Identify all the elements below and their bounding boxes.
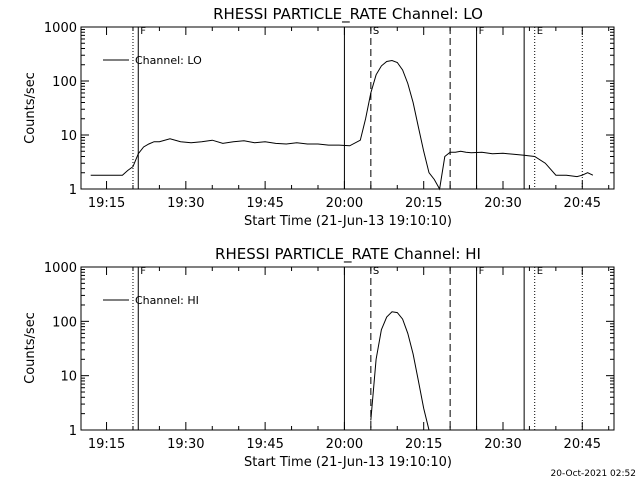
chart-title: RHESSI PARTICLE_RATE Channel: LO — [213, 5, 483, 24]
legend-entry: Channel: HI — [135, 294, 199, 307]
y-tick-label: 10 — [60, 370, 77, 385]
event-flag-label: S — [373, 26, 379, 37]
y-tick-label: 1 — [69, 424, 77, 439]
y-tick-label: 1000 — [44, 261, 77, 276]
series-line — [370, 311, 430, 431]
event-flag-label: E — [537, 26, 543, 37]
x-tick-label: 19:15 — [88, 437, 125, 452]
x-tick-label: 20:45 — [564, 196, 601, 211]
x-axis-label: Start Time (21-Jun-13 19:10:10) — [244, 214, 452, 229]
event-flag-label: S — [373, 266, 379, 277]
chart-panel-lo: 1 10 100 1000 19:15 19:30 19:45 20:00 20:15 20:30… — [44, 21, 615, 211]
chart-panel-hi: 1 10 100 1000 19:15 19:30 19:45 20:00 20:15 20:30… — [44, 261, 615, 452]
x-tick-label: 20:15 — [405, 196, 442, 211]
x-tick-label: 20:45 — [564, 437, 601, 452]
y-tick-label: 10 — [60, 129, 77, 144]
series-line — [90, 59, 594, 191]
y-tick-label: 1 — [69, 183, 77, 198]
x-tick-label: 20:00 — [326, 196, 363, 211]
event-flag-label: E — [537, 266, 543, 277]
x-tick-label: 20:30 — [484, 196, 521, 211]
footer-timestamp: 20-Oct-2021 02:52 — [551, 469, 636, 479]
event-flag-label: F — [140, 26, 146, 37]
y-tick-label: 1000 — [44, 21, 77, 36]
chart-title: RHESSI PARTICLE_RATE Channel: HI — [215, 245, 481, 264]
x-tick-label: 19:30 — [167, 437, 204, 452]
x-tick-label: 19:45 — [246, 437, 283, 452]
x-tick-label: 20:15 — [405, 437, 442, 452]
y-tick-label: 100 — [52, 75, 77, 90]
x-tick-label: 19:45 — [246, 196, 283, 211]
legend-entry: Channel: LO — [135, 54, 202, 67]
y-tick-label: 100 — [52, 315, 77, 330]
plot-frame — [80, 26, 615, 190]
plot-frame — [80, 266, 615, 431]
x-tick-label: 20:00 — [326, 437, 363, 452]
y-axis-label: Counts/sec — [23, 312, 38, 384]
x-tick-label: 20:30 — [484, 437, 521, 452]
event-flag-label: F — [479, 266, 485, 277]
event-flag-label: F — [479, 26, 485, 37]
event-flag-label: F — [140, 266, 146, 277]
x-tick-label: 19:30 — [167, 196, 204, 211]
x-axis-label: Start Time (21-Jun-13 19:10:10) — [244, 455, 452, 470]
y-axis-label: Counts/sec — [23, 72, 38, 144]
x-tick-label: 19:15 — [88, 196, 125, 211]
